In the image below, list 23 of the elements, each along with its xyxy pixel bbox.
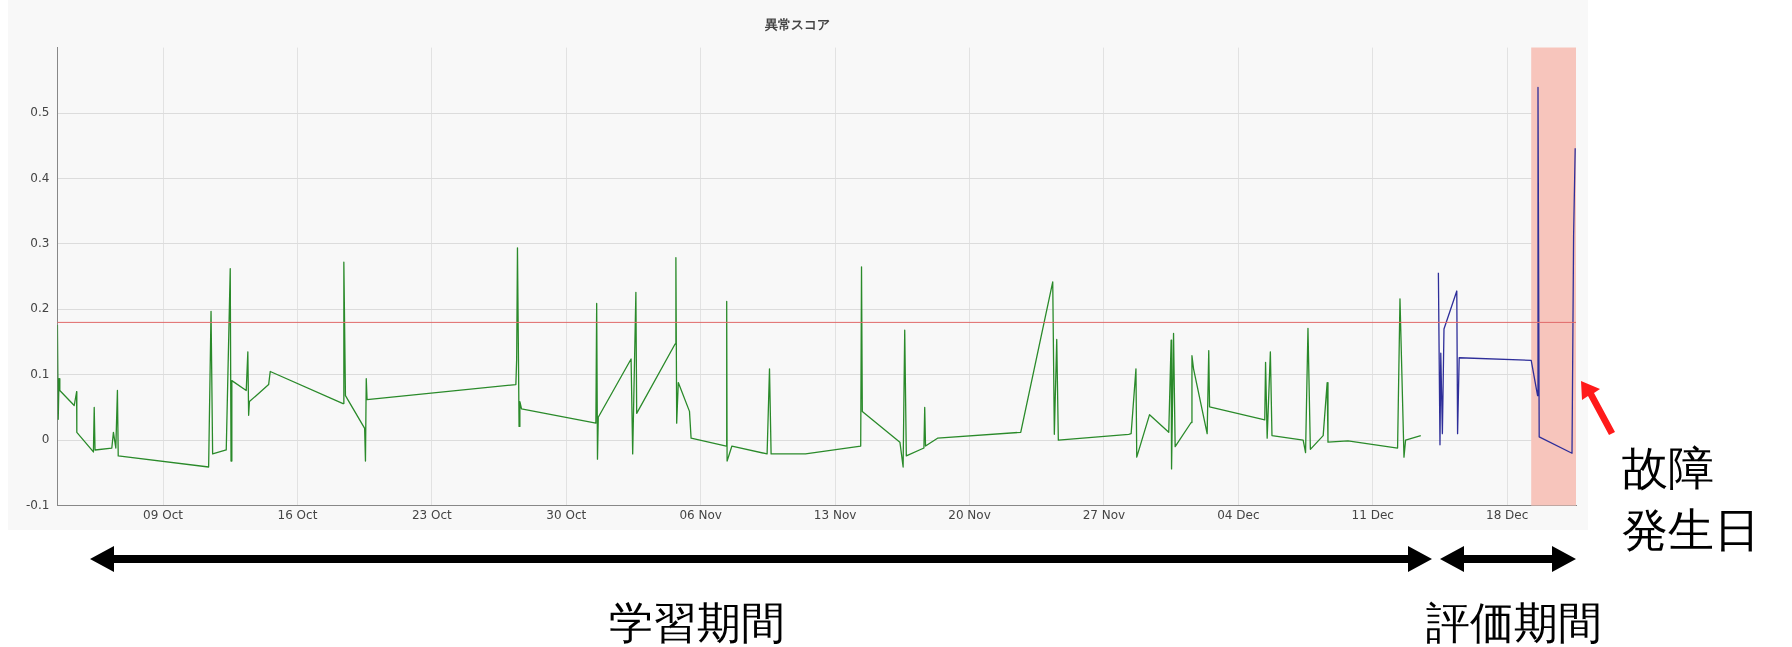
y-tick-label: 0.5 [30, 105, 50, 120]
x-tick-label: 04 Dec [1217, 507, 1260, 522]
x-tick-label: 09 Oct [143, 507, 184, 522]
text: 学習期間 [609, 596, 785, 647]
y-tick-label: 0.4 [30, 170, 50, 185]
text: 発生日 [1622, 502, 1760, 560]
text: 故障 [1622, 440, 1714, 498]
y-tick-label: 0 [41, 432, 50, 447]
x-tick-label: 23 Oct [411, 507, 453, 522]
x-tick-label: 20 Nov [948, 507, 991, 522]
y-tick-label: -0.1 [25, 497, 50, 512]
x-tick-label: 16 Oct [277, 507, 318, 522]
y-tick-label: 0.1 [30, 366, 50, 381]
text: 評価期間 [1426, 596, 1602, 647]
x-tick-label: 18 Dec [1486, 507, 1529, 522]
x-tick-label: 27 Nov [1082, 507, 1126, 522]
x-tick-label: 13 Nov [813, 507, 857, 522]
chart-title: 異常スコア [763, 17, 830, 33]
x-tick-label: 11 Dec [1351, 507, 1394, 522]
x-tick-label: 30 Oct [546, 507, 587, 522]
y-tick-label: 0.2 [30, 301, 50, 316]
y-tick-label: 0.3 [30, 236, 50, 251]
x-tick-label: 06 Nov [679, 507, 722, 522]
